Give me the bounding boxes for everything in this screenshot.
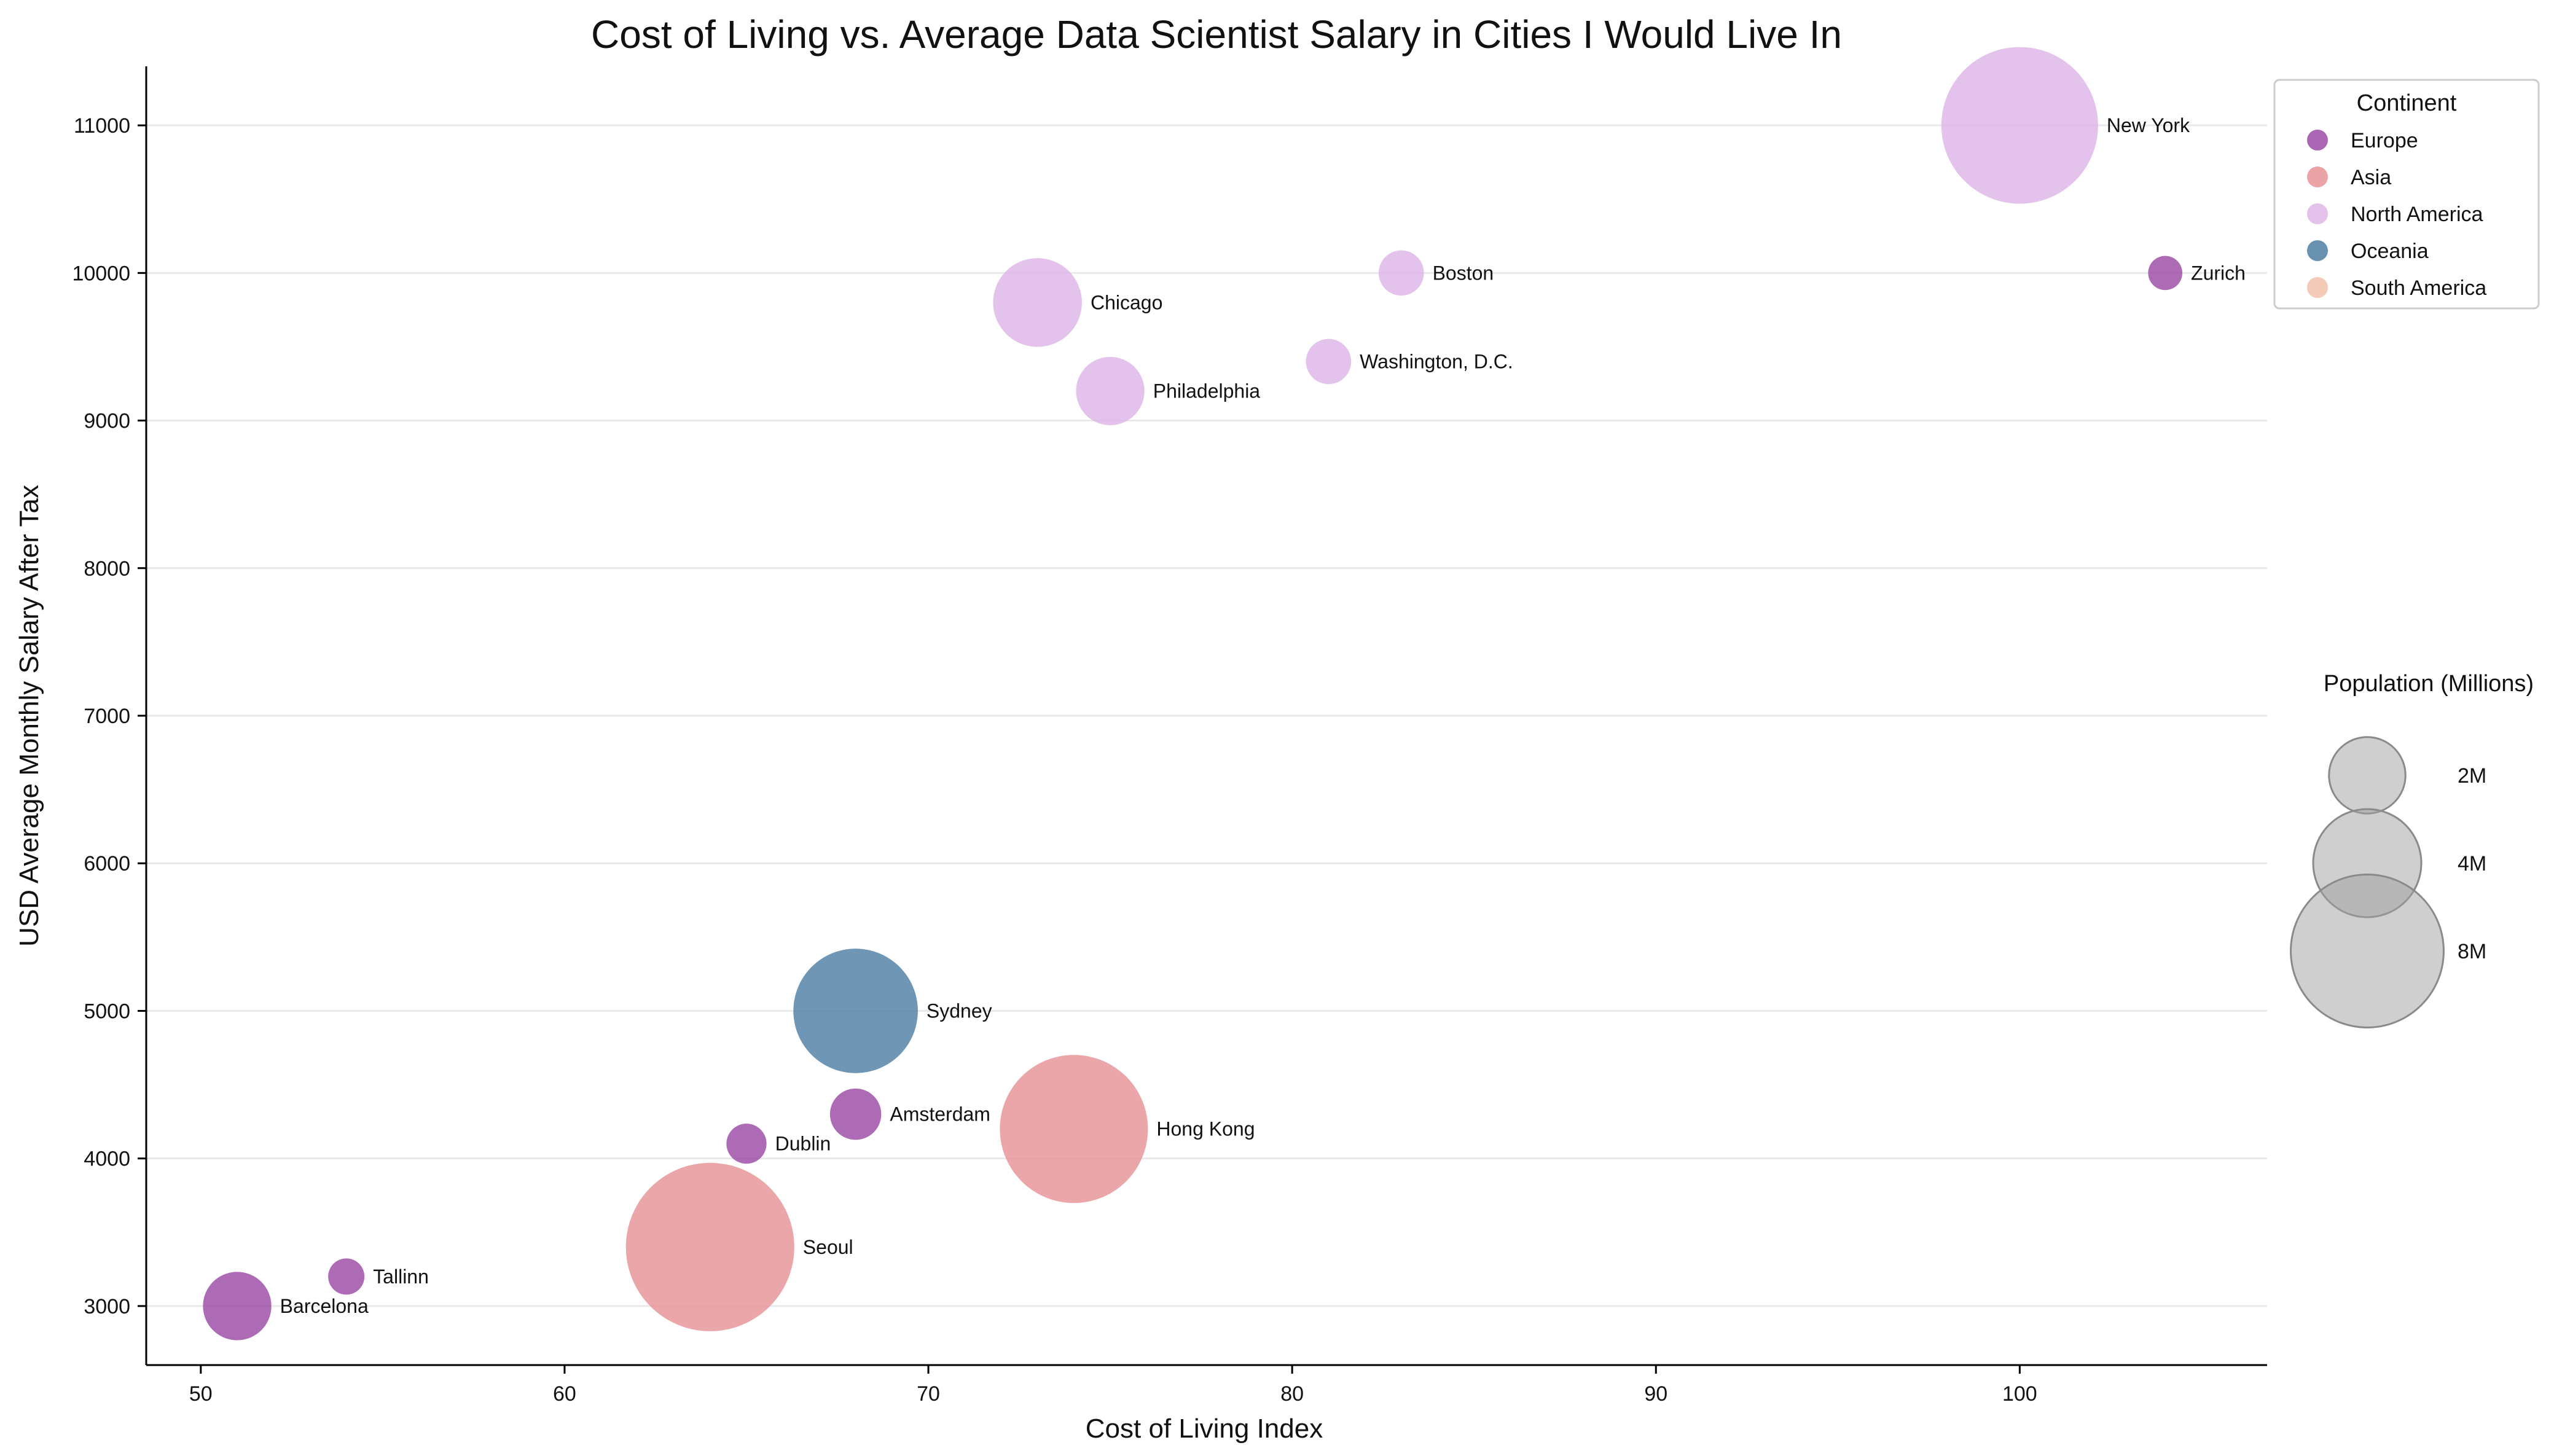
city-label: Sydney [926, 1000, 992, 1022]
y-tick-label: 3000 [84, 1295, 130, 1318]
city-label: Hong Kong [1156, 1118, 1255, 1140]
city-label: Amsterdam [890, 1103, 990, 1125]
data-point [829, 1088, 882, 1140]
y-tick-label: 10000 [72, 262, 130, 285]
city-label: Chicago [1091, 291, 1162, 313]
legend-label: Oceania [2351, 240, 2429, 263]
y-tick-label: 4000 [84, 1148, 130, 1171]
data-point [1941, 47, 2098, 204]
data-point [203, 1272, 272, 1341]
y-ticks: 3000 4000 5000 6000 7000 8000 9000 10000 11000 [72, 114, 146, 1318]
data-point [793, 949, 918, 1073]
data-points [203, 47, 2183, 1341]
legend-label: South America [2351, 276, 2486, 300]
size-legend-title: Population (Millions) [2324, 671, 2534, 697]
legend-label: Europe [2351, 129, 2418, 152]
y-tick-label: 11000 [74, 114, 130, 138]
data-point [1306, 339, 1352, 385]
size-legend: Population (Millions) 2M 4M 8M [2290, 671, 2534, 1028]
x-ticks: 50 60 70 80 90 100 [189, 1365, 2037, 1406]
x-tick-label: 70 [917, 1382, 940, 1406]
y-tick-label: 5000 [84, 1000, 130, 1023]
x-tick-label: 90 [1644, 1382, 1667, 1406]
x-tick-label: 80 [1280, 1382, 1304, 1406]
chart-title: Cost of Living vs. Average Data Scientis… [591, 12, 1842, 57]
legend-marker [2307, 277, 2328, 298]
city-label: Boston [1433, 262, 1494, 284]
city-label: Zurich [2191, 262, 2246, 284]
legend-marker [2307, 240, 2328, 261]
size-legend-label: 4M [2458, 852, 2486, 875]
legend-title: Continent [2357, 90, 2457, 116]
x-axis-label: Cost of Living Index [1086, 1414, 1323, 1444]
data-point [2148, 256, 2183, 291]
size-legend-label: 8M [2458, 940, 2486, 963]
size-legend-marker [2290, 874, 2445, 1028]
data-point [1378, 250, 1424, 296]
y-tick-label: 7000 [84, 705, 130, 728]
data-point [328, 1258, 365, 1295]
city-label: Washington, D.C. [1360, 350, 1513, 372]
x-tick-label: 100 [2002, 1382, 2037, 1406]
continent-legend: Continent Europe Asia North America Oceania… [2273, 79, 2540, 310]
city-label: Barcelona [280, 1295, 369, 1317]
grid [146, 124, 2267, 1307]
data-point [1076, 356, 1145, 426]
legend-frame [2273, 79, 2540, 310]
legend-label: North America [2351, 203, 2483, 226]
y-tick-label: 8000 [84, 557, 130, 581]
data-point [1000, 1055, 1148, 1204]
legend-marker [2307, 203, 2328, 224]
legend-label: Asia [2351, 166, 2391, 189]
city-label: Philadelphia [1153, 380, 1261, 402]
point-labels: Seoul New York Hong Kong Sydney Chicago Barce… [280, 114, 2246, 1317]
y-tick-label: 9000 [84, 410, 130, 433]
y-tick-label: 6000 [84, 852, 130, 875]
legend-marker [2307, 130, 2328, 151]
legend-marker [2307, 166, 2328, 187]
data-point [625, 1162, 794, 1331]
size-legend-label: 2M [2458, 764, 2486, 788]
y-axis-label: USD Average Monthly Salary After Tax [14, 485, 44, 947]
city-label: New York [2107, 114, 2190, 136]
x-tick-label: 60 [553, 1382, 576, 1406]
city-label: Seoul [803, 1236, 853, 1258]
x-tick-label: 50 [189, 1382, 213, 1406]
city-label: Tallinn [373, 1266, 429, 1288]
data-point [993, 258, 1082, 347]
city-label: Dublin [775, 1133, 831, 1155]
size-legend-marker [2328, 736, 2407, 815]
data-point [726, 1124, 767, 1164]
